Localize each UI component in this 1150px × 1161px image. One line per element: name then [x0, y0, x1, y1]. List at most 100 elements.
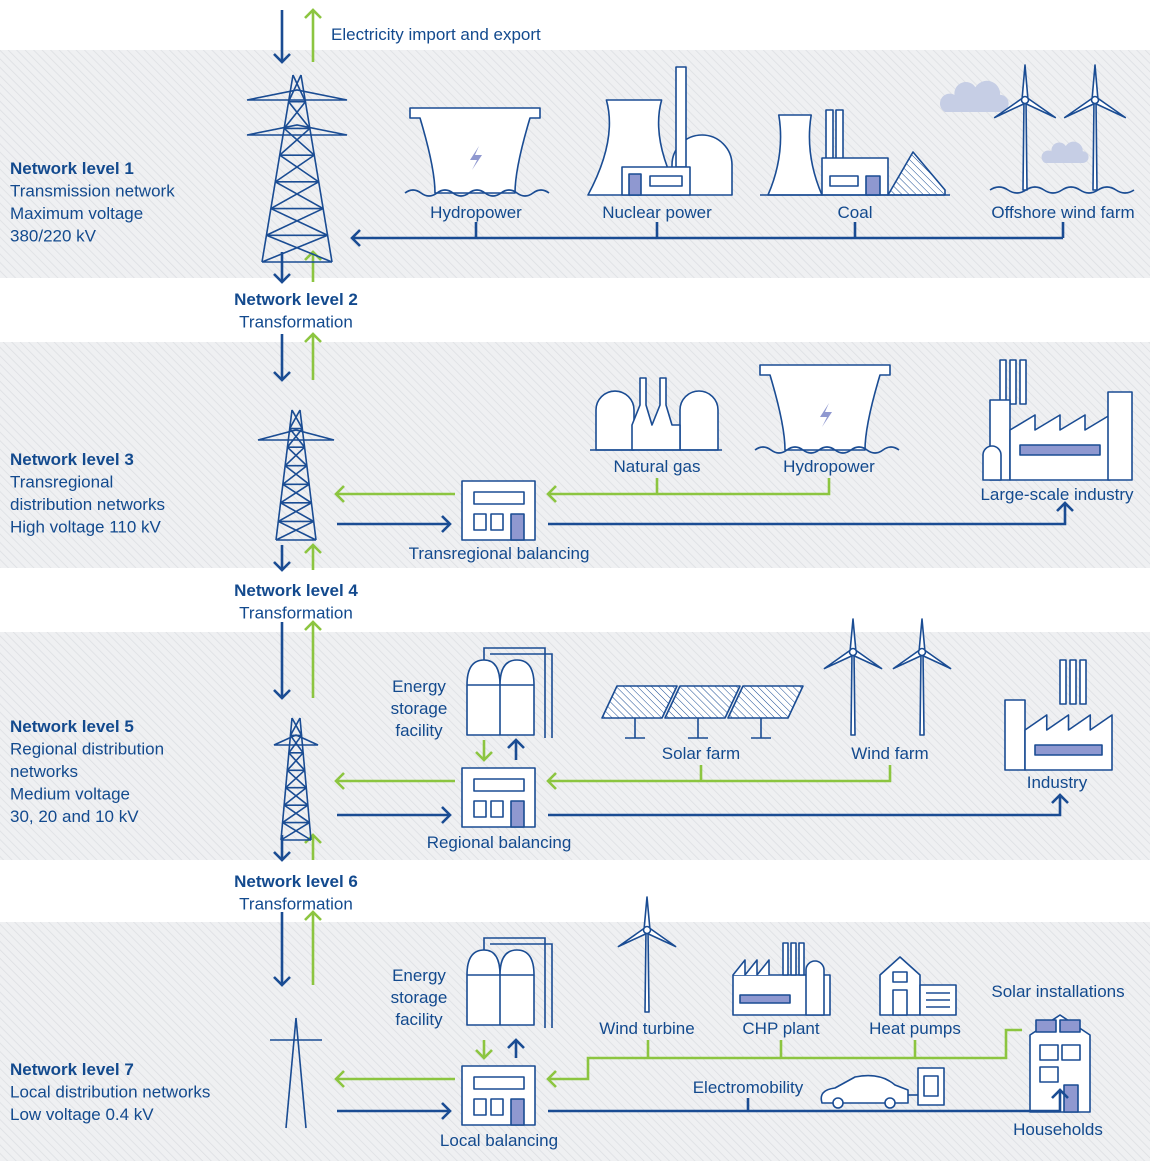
dam [759, 364, 891, 451]
label: networks [10, 762, 78, 781]
windows [1034, 744, 1103, 756]
building [1107, 391, 1133, 481]
label: Solar installations [991, 982, 1124, 1001]
tower-lattice [275, 520, 317, 541]
arrowhead [546, 1070, 557, 1088]
panel [473, 800, 487, 818]
turbine-mast [1092, 99, 1098, 191]
window [829, 175, 859, 187]
arrowhead [273, 689, 291, 700]
arrowhead [441, 806, 452, 824]
tower-lattice [266, 207, 328, 237]
pipes [467, 937, 553, 1028]
arrowhead [304, 332, 322, 343]
chimney [675, 66, 687, 168]
label: CHP plant [742, 1019, 819, 1038]
arrowhead [507, 738, 525, 749]
label: Transmission network [10, 182, 175, 201]
band [0, 632, 1150, 860]
arrowhead [304, 8, 322, 19]
pipes [467, 647, 553, 738]
label: Transformation [239, 313, 353, 332]
tower-lattice [283, 101, 311, 130]
factory-hall [1024, 714, 1113, 771]
tower-lattice [280, 483, 312, 504]
arrowhead [441, 515, 452, 533]
building [1004, 699, 1026, 771]
chimney [790, 942, 797, 976]
tower-lattice [277, 502, 315, 523]
tower-lattice [279, 127, 315, 156]
label: Regional balancing [427, 833, 572, 852]
arrowhead [334, 772, 345, 790]
panel [473, 778, 525, 792]
tower [270, 1017, 322, 1129]
cloud [939, 80, 1009, 112]
arrowhead [273, 976, 291, 987]
arrowhead [1051, 1088, 1069, 1099]
turbine-blade [918, 618, 926, 653]
label: 380/220 kV [10, 227, 97, 246]
door [1063, 1084, 1079, 1113]
band [0, 50, 1150, 278]
wheel [832, 1097, 844, 1109]
labels: Electricity import and export Network lev… [10, 25, 1135, 1150]
panel [473, 491, 525, 505]
window [892, 971, 908, 983]
tower-lattice [261, 234, 333, 263]
label: facility [395, 721, 443, 740]
label: Households [1013, 1120, 1103, 1139]
tank [805, 960, 825, 1016]
label: Regional distribution [10, 740, 164, 759]
panel [473, 1098, 487, 1116]
tower-lattice [283, 787, 309, 806]
connector [548, 503, 1067, 526]
panel [473, 513, 487, 531]
window [1039, 1044, 1059, 1061]
dome [595, 390, 719, 451]
arrowhead [441, 1102, 452, 1120]
bands [0, 50, 1150, 1161]
cooling-tower [767, 114, 823, 196]
cloud [1041, 141, 1089, 163]
tower-lattice [288, 734, 304, 754]
label: Hydropower [783, 457, 875, 476]
chimney [798, 942, 805, 976]
solar-panel [727, 685, 804, 719]
connector [548, 765, 892, 783]
label: Coal [838, 203, 873, 222]
tank [982, 445, 1002, 481]
tower-arm [246, 89, 348, 101]
band [0, 922, 1150, 1161]
level-title: Network level 6 [234, 872, 358, 891]
panel [510, 1098, 525, 1126]
door [628, 173, 642, 196]
panel-stand [751, 718, 771, 739]
chimney [999, 359, 1007, 405]
panel [490, 1098, 504, 1116]
storage-tank [466, 949, 535, 1026]
panel-stand [625, 718, 645, 739]
label: Wind farm [851, 744, 928, 763]
connector [548, 795, 1062, 817]
turbine-mast [919, 651, 925, 736]
chimney [1069, 659, 1077, 705]
water [404, 189, 550, 197]
dam [409, 107, 541, 194]
solar-panel [1059, 1019, 1081, 1033]
tower-arm [273, 734, 319, 746]
house [879, 956, 921, 1016]
turbine-mast [850, 651, 856, 736]
arrowhead [273, 273, 291, 284]
turbine-mast [1022, 99, 1028, 191]
label: Low voltage 0.4 kV [10, 1105, 154, 1124]
solar-panel [664, 685, 741, 719]
level-title: Network level 3 [10, 450, 134, 469]
chimney [825, 109, 834, 161]
label: 30, 20 and 10 kV [10, 807, 139, 826]
door [865, 175, 881, 196]
chimney [1079, 659, 1087, 705]
label: Electricity import and export [331, 25, 541, 44]
label: Local balancing [440, 1131, 558, 1150]
level-title: Network level 4 [234, 581, 358, 600]
